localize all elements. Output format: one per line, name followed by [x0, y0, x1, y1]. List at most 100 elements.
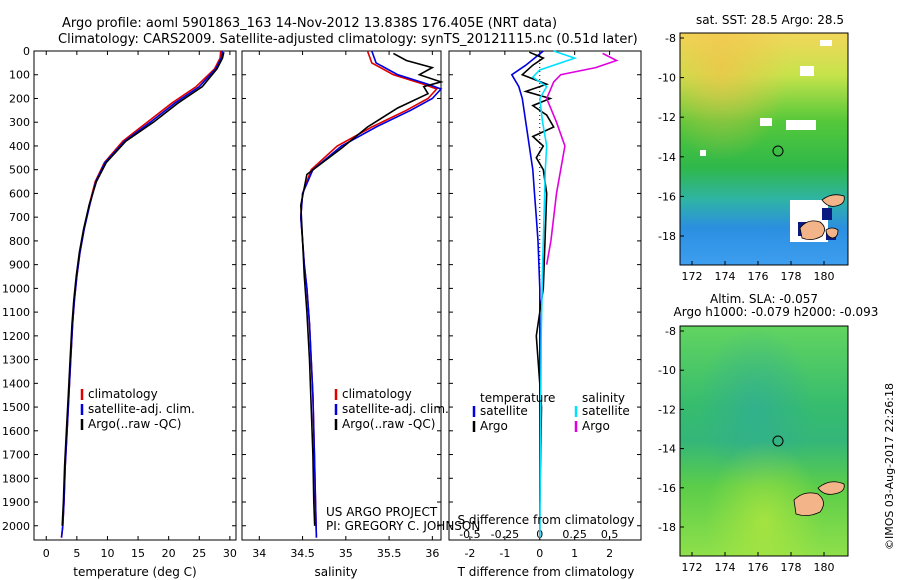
figure-title-line1: Argo profile: aoml 5901863_163 14-Nov-20… [62, 16, 557, 31]
x-tick-label: 0 [43, 547, 50, 560]
legend-label: Argo(..raw -QC) [88, 417, 181, 431]
imos-credit: ©IMOS 03-Aug-2017 22:26:18 [883, 383, 896, 550]
temperature-axis-label: temperature (deg C) [73, 565, 196, 579]
legend-label: satellite-adj. clim. [88, 402, 195, 416]
sla-map-title-line1: Altim. SLA: -0.057 [710, 292, 818, 306]
x-tick-label: 2 [606, 547, 613, 560]
fiji-island [821, 194, 845, 207]
sst-map-frame [679, 32, 849, 266]
t-difference-axis-label: T difference from climatology [457, 565, 635, 579]
legend-label: Argo(..raw -QC) [342, 417, 435, 431]
depth-tick-label: 200 [9, 92, 30, 105]
fiji-island [799, 220, 825, 240]
depth-tick-label: 1900 [2, 496, 30, 509]
sst-argo-location-marker [772, 145, 784, 157]
map-lon-label: 176 [748, 270, 769, 283]
legend-label: satellite-adj. clim. [342, 402, 449, 416]
x-tick-label: 20 [162, 547, 176, 560]
x-tick-label: 35 [339, 547, 353, 560]
x-tick-label: 1 [571, 547, 578, 560]
series-line [520, 51, 555, 503]
legend-title: temperature [480, 391, 555, 405]
x-tick-label: 0 [536, 547, 543, 560]
map-lat-label: -14 [658, 151, 676, 164]
salinity-axis-label: salinity [314, 565, 357, 579]
sst-map-title: sat. SST: 28.5 Argo: 28.5 [696, 13, 844, 27]
legend-label: Argo [582, 419, 610, 433]
map-lat-label: -10 [658, 72, 676, 85]
legend-label: satellite [582, 404, 630, 418]
depth-tick-label: 1200 [2, 330, 30, 343]
depth-tick-label: 1100 [2, 306, 30, 319]
depth-tick-label: 1400 [2, 377, 30, 390]
x-tick-label: 35.5 [377, 547, 402, 560]
temperature-panel: 0100200300400500600700800900100011001200… [2, 45, 237, 560]
sst-missing-patch [700, 150, 706, 156]
map-lat-label: -16 [658, 190, 676, 203]
map-lon-label: 178 [781, 561, 802, 574]
plot-frame [448, 50, 642, 541]
map-lon-label: 172 [682, 561, 703, 574]
depth-tick-label: 600 [9, 187, 30, 200]
depth-tick-label: 300 [9, 116, 30, 129]
map-lon-label: 180 [814, 270, 835, 283]
map-lat-label: -12 [658, 403, 676, 416]
map-lon-label: 180 [814, 561, 835, 574]
x-tick-label: -1 [499, 547, 510, 560]
series-line [299, 50, 443, 538]
plot-frame [241, 50, 442, 541]
s-tick-label: -0.25 [491, 528, 519, 541]
s-tick-label: 0.25 [562, 528, 587, 541]
fiji-island [825, 227, 839, 239]
legend-label: Argo [480, 419, 508, 433]
x-tick-label: 30 [223, 547, 237, 560]
map-lon-label: 178 [781, 270, 802, 283]
depth-tick-label: 900 [9, 259, 30, 272]
map-lat-label: -12 [658, 111, 676, 124]
x-tick-label: 5 [73, 547, 80, 560]
s-tick-label: -0.5 [459, 528, 480, 541]
series-line [299, 52, 444, 526]
depth-tick-label: 1600 [2, 425, 30, 438]
depth-tick-label: 100 [9, 69, 30, 82]
legend-label: climatology [88, 387, 158, 401]
depth-tick-label: 1500 [2, 401, 30, 414]
map-lon-label: 174 [715, 561, 736, 574]
sst-missing-patch [820, 40, 832, 46]
legend-label: satellite [480, 404, 528, 418]
sst-missing-patch [800, 66, 814, 76]
map-lon-label: 176 [748, 561, 769, 574]
x-tick-label: 10 [100, 547, 114, 560]
depth-tick-label: 1800 [2, 472, 30, 485]
x-tick-label: 25 [192, 547, 206, 560]
map-lon-label: 172 [682, 270, 703, 283]
legend-label: climatology [342, 387, 412, 401]
s-tick-label: 0.5 [601, 528, 619, 541]
x-tick-label: 36 [425, 547, 439, 560]
figure-title-line2: Climatology: CARS2009. Satellite-adjuste… [58, 32, 638, 47]
project-credit: US ARGO PROJECT [326, 505, 438, 519]
sst-dark-cell [822, 208, 832, 220]
sst-missing-patch [760, 118, 772, 126]
sla-map-title-line2: Argo h1000: -0.079 h2000: -0.093 [674, 305, 879, 319]
x-tick-label: 34.5 [290, 547, 315, 560]
s-difference-axis-label: S difference from climatology [458, 513, 635, 527]
sst-map: sat. SST: 28.5 Argo: 28.5 -8 -10 -12 -14 -16… [658, 13, 849, 283]
x-tick-label: -2 [464, 547, 475, 560]
series-line [545, 52, 619, 265]
pi-credit: PI: GREGORY C. JOHNSON [326, 519, 480, 533]
sst-missing-patch [786, 120, 816, 130]
depth-tick-label: 700 [9, 211, 30, 224]
map-lat-label: -8 [665, 325, 676, 338]
x-tick-label: 34 [252, 547, 266, 560]
sla-map-frame [679, 325, 849, 557]
salinity-panel: 34 34.5 35 35.5 36 climatologysatellite-adj. … [241, 50, 449, 560]
fiji-island [793, 492, 824, 516]
map-lat-label: -18 [658, 521, 676, 534]
depth-tick-label: 0 [23, 45, 30, 58]
depth-tick-label: 1000 [2, 282, 30, 295]
x-tick-label: 15 [131, 547, 145, 560]
map-lat-label: -18 [658, 230, 676, 243]
